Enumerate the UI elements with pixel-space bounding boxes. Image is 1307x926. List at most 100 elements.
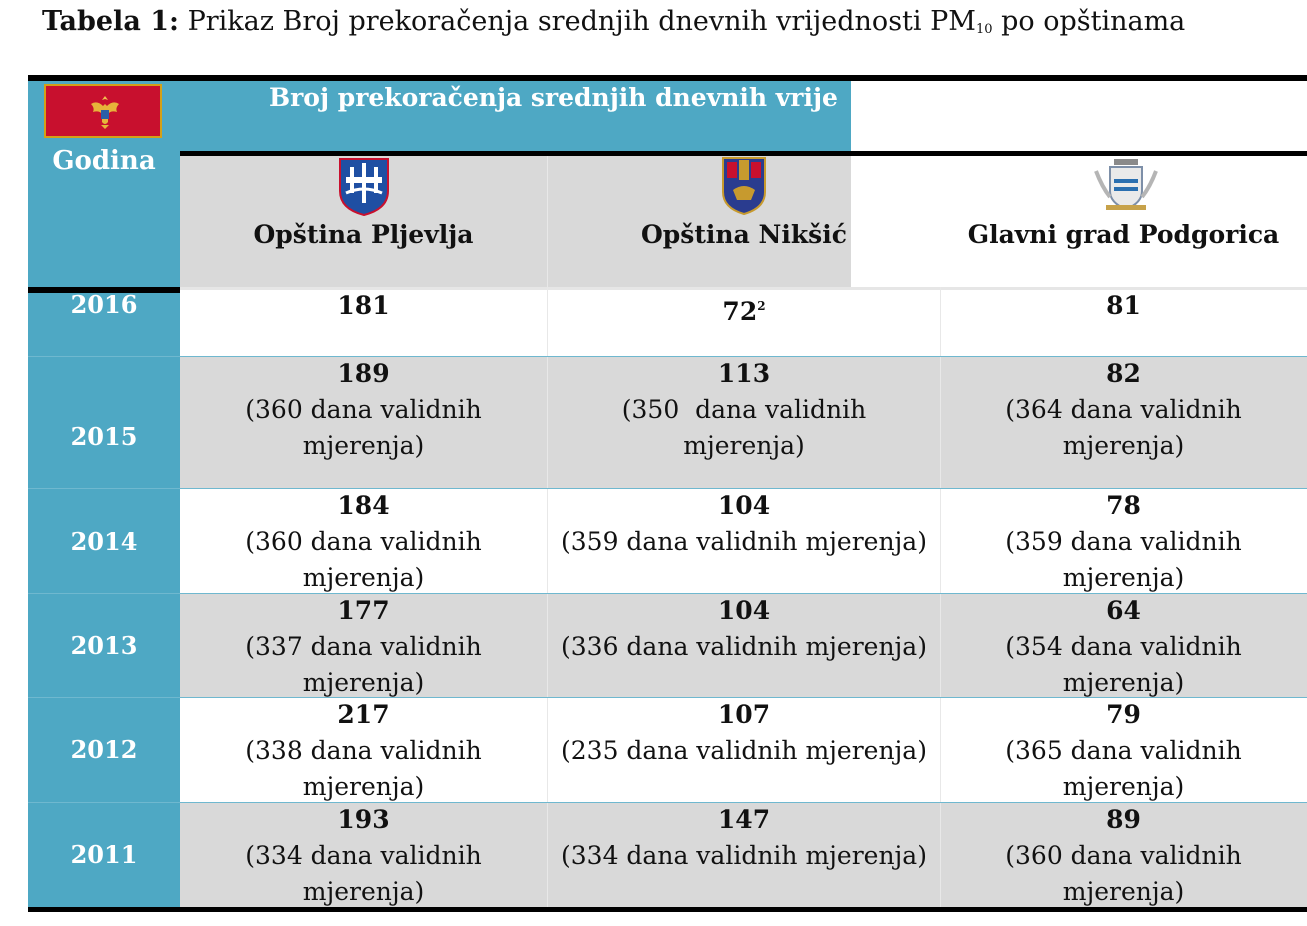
caption-subscript: 10 [975,22,993,37]
table-caption: Tabela 1: Prikaz Broj prekoračenja sredn… [42,6,1185,37]
niksic-crest-icon [722,157,766,216]
year-cell-2011: 2011 [70,840,138,869]
table-row-2012 [180,697,1307,802]
exceedance-count: 184 [337,491,390,520]
exceedance-count: 193 [337,805,390,834]
data-cell-2014-niksic: 104 (359 dana validnih mjerenja) [548,488,940,560]
exceedance-count: 181 [337,291,390,320]
exceedance-count: 107 [717,700,771,729]
exceedance-count: 722 [548,288,940,330]
data-cell-2015-podgorica: 82 (364 dana validnih mjerenja) [940,356,1307,464]
measurement-note: mjerenja) [1062,877,1185,906]
exceedance-count: 217 [337,700,390,729]
data-cell-2013-pljevlja: 177 (337 dana validnih mjerenja) [180,593,547,701]
measurement-note: mjerenja) [302,877,425,906]
exceedance-count: 113 [717,359,771,388]
data-cell-2013-niksic: 104 (336 dana validnih mjerenja) [548,593,940,665]
measurement-note: (359 dana validnih [1005,527,1242,556]
table-row-2015 [180,356,1307,488]
podgorica-crest-icon [1094,159,1158,211]
data-cell-2011-podgorica: 89 (360 dana validnih mjerenja) [940,802,1307,910]
data-cell-2014-pljevlja: 184 (360 dana validnih mjerenja) [180,488,547,596]
data-cell-2012-niksic: 107 (235 dana validnih mjerenja) [548,697,940,769]
exceedance-value: 72 [722,297,758,326]
measurement-note: (334 dana validnih [245,841,482,870]
table-top-rule [28,75,1307,81]
year-column-background [28,81,180,907]
row-separator [28,593,1307,594]
row-separator [28,488,1307,489]
pljevlja-crest-icon [339,158,389,217]
montenegro-flag-icon [44,84,162,138]
year-column-rule [28,287,180,293]
data-cell-2015-pljevlja: 189 (360 dana validnih mjerenja) [180,356,547,464]
measurement-note: mjerenja) [683,431,805,460]
header-title: Broj prekoračenja srednjih dnevnih vrije [269,83,838,112]
year-cell-2015: 2015 [70,422,138,451]
podgorica-header-cell [851,156,1307,287]
data-cell-2015-niksic: 113 (350 dana validnih mjerenja) [548,356,940,464]
exceedance-count: 79 [1106,700,1141,729]
table-row-2014 [180,488,1307,593]
measurement-note: (338 dana validnih [245,736,482,765]
column-separator [547,156,548,907]
exceedance-count: 89 [1106,805,1141,834]
exceedance-count: 147 [717,805,771,834]
year-cell-2013: 2013 [70,631,138,660]
header-title-band: Broj prekoračenja srednjih dnevnih vrije [180,81,851,151]
caption-label: Tabela 1: [42,6,179,37]
exceedance-count: 189 [337,359,390,388]
year-cell-2012: 2012 [70,735,138,764]
measurement-note: mjerenja) [1062,772,1185,801]
measurement-note: mjerenja) [302,431,425,460]
exceedance-count: 81 [1106,291,1141,320]
eagle-emblem-icon [91,96,119,129]
table-bottom-rule [28,907,1307,912]
data-cell-2011-niksic: 147 (334 dana validnih mjerenja) [548,802,940,874]
measurement-note: (337 dana validnih [245,632,482,661]
row-separator [28,356,1307,357]
year-cell-2016: 2016 [70,290,138,319]
data-cell-2014-podgorica: 78 (359 dana validnih mjerenja) [940,488,1307,596]
measurement-note: (354 dana validnih [1005,632,1242,661]
exceedance-count: 104 [717,491,771,520]
caption-text-end: po opštinama [1001,6,1186,37]
measurement-note: mjerenja) [1062,431,1185,460]
measurement-note: mjerenja) [1062,668,1185,697]
table-row-2013 [180,593,1307,697]
measurement-note: (350 dana validnih [621,395,867,424]
year-cell-2014: 2014 [70,527,138,556]
municipality-name-niksic: Opština Nikšić [641,220,847,249]
caption-text: Prikaz Broj prekoračenja srednjih dnevni… [187,6,976,37]
row-separator [28,802,1307,803]
measurement-note: mjerenja) [302,563,425,592]
data-cell-2016-niksic: 722 [548,288,940,330]
niksic-header-cell [548,156,851,287]
table-row-2011 [180,802,1307,907]
header-bottom-line [180,287,1307,290]
column-separator [940,287,941,907]
year-column-header: Godina [52,146,156,176]
exceedance-count: 82 [1106,359,1141,388]
exceedance-count: 64 [1106,596,1141,625]
measurement-note: (334 dana validnih mjerenja) [561,841,927,870]
measurement-note: mjerenja) [1062,563,1185,592]
measurement-note: mjerenja) [302,772,425,801]
data-cell-2013-podgorica: 64 (354 dana validnih mjerenja) [940,593,1307,701]
data-cell-2016-pljevlja: 181 [180,288,547,324]
data-cell-2016-podgorica: 81 [940,288,1307,324]
measurement-note: mjerenja) [302,668,425,697]
measurement-note: (365 dana validnih [1005,736,1242,765]
exceedance-count: 104 [717,596,771,625]
data-cell-2011-pljevlja: 193 (334 dana validnih mjerenja) [180,802,547,910]
measurement-note: (235 dana validnih mjerenja) [561,736,927,765]
data-cell-2012-pljevlja: 217 (338 dana validnih mjerenja) [180,697,547,805]
data-cell-2012-podgorica: 79 (365 dana validnih mjerenja) [940,697,1307,805]
measurement-note: (360 dana validnih [245,527,482,556]
measurement-note: (336 dana validnih mjerenja) [561,632,927,661]
measurement-note: (360 dana validnih [1005,841,1242,870]
measurement-note: (359 dana validnih mjerenja) [561,527,927,556]
exceedance-count: 177 [337,596,390,625]
row-separator [28,697,1307,698]
municipality-name-podgorica: Glavni grad Podgorica [967,220,1280,249]
